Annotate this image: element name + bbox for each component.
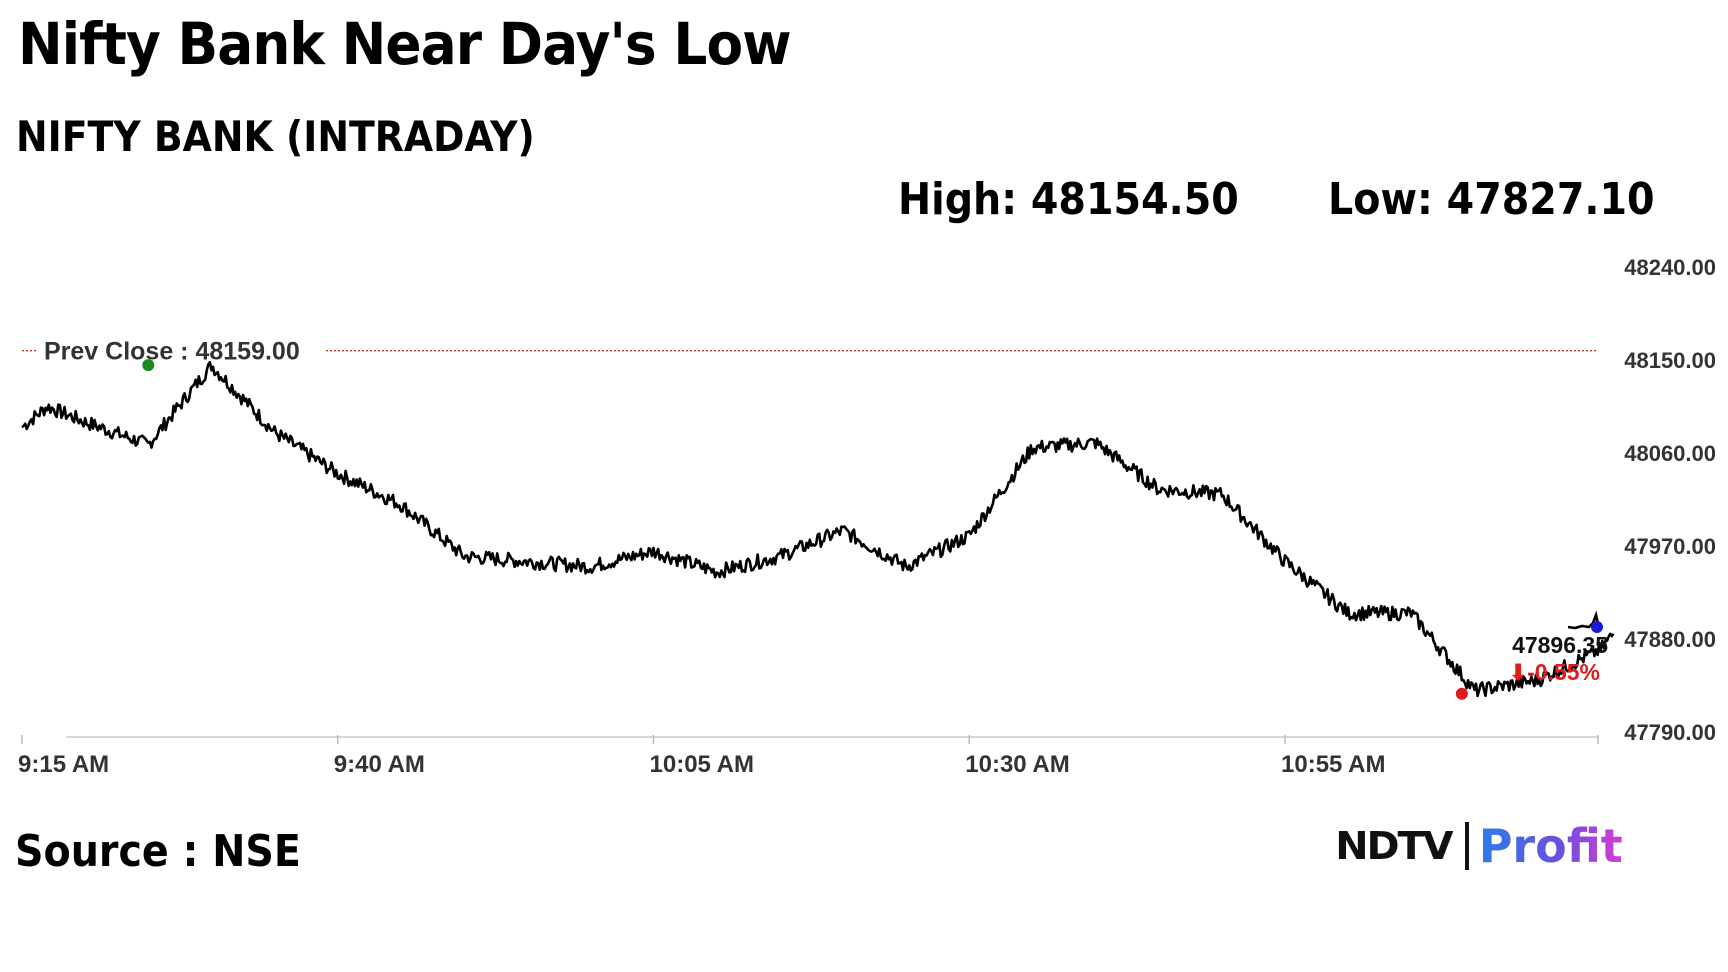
x-tick-label: 9:40 AM	[334, 751, 425, 778]
day-high-value: High: 48154.50	[898, 174, 1239, 225]
last-price-marker	[1591, 621, 1603, 633]
price-line-tail	[1567, 610, 1601, 630]
last-price-label: 47896.35	[1512, 632, 1608, 658]
day-high-marker	[142, 359, 155, 372]
day-low-marker	[1455, 687, 1468, 700]
y-tick-label: 47790.00	[1624, 720, 1716, 745]
brand-profit-text: Profit	[1478, 819, 1623, 873]
x-tick-label: 9:15 AM	[18, 751, 109, 778]
y-tick-label: 48150.00	[1624, 348, 1716, 373]
page-title: Nifty Bank Near Day's Low	[18, 10, 792, 78]
source-note: Source : NSE	[15, 826, 301, 877]
chart-subtitle: NIFTY BANK (INTRADAY)	[16, 112, 535, 161]
day-low-value: Low: 47827.10	[1328, 174, 1655, 225]
y-tick-label: 47880.00	[1624, 627, 1716, 652]
brand-divider	[1464, 822, 1469, 870]
price-line	[21, 360, 1615, 698]
down-arrow-icon: ⬇	[1509, 660, 1527, 685]
y-tick-label: 48060.00	[1624, 441, 1716, 466]
y-tick-label: 47970.00	[1624, 534, 1716, 559]
x-tick-label: 10:05 AM	[650, 751, 754, 778]
brand-ndtv-text: NDTV	[1335, 824, 1453, 868]
y-tick-label: 48240.00	[1624, 255, 1716, 280]
x-tick-label: 10:30 AM	[965, 751, 1069, 778]
x-tick-label: 10:55 AM	[1281, 751, 1385, 778]
ndtv-profit-logo: NDTV Profit	[1335, 818, 1623, 874]
prev-close-label-bg	[36, 334, 326, 365]
prev-close-label: Prev Close : 48159.00	[44, 338, 300, 366]
change-percent-label: -0.55%	[1527, 659, 1600, 685]
